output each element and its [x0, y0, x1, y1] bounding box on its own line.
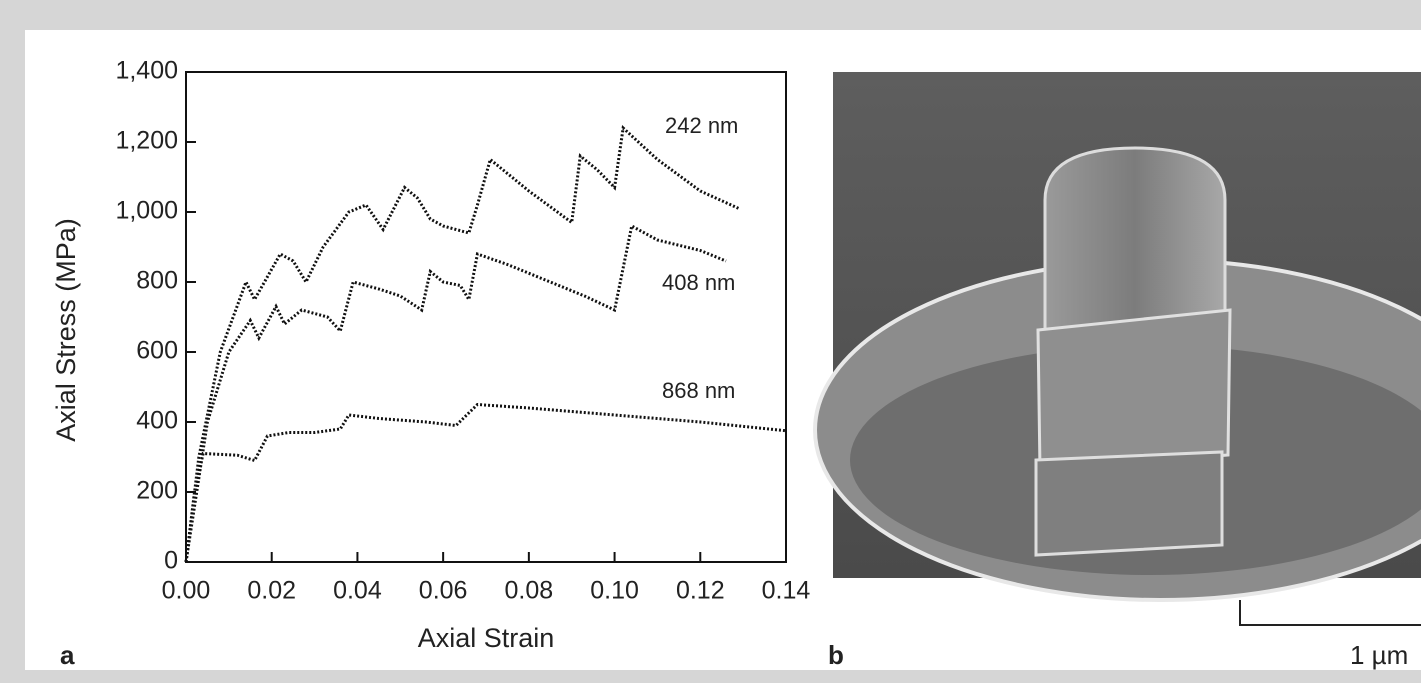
y-tick-label: 600 [136, 337, 178, 365]
y-tick-label: 1,000 [115, 197, 178, 225]
x-tick-label: 0.08 [505, 577, 554, 605]
y-tick-label: 0 [164, 547, 178, 575]
panel-label: b [828, 640, 844, 670]
y-tick-label: 800 [136, 267, 178, 295]
x-tick-label: 0.06 [419, 577, 468, 605]
data-line [184, 124, 740, 563]
y-tick-label: 1,400 [115, 57, 178, 85]
sem-image [813, 72, 1421, 602]
series-label: 868 nm [662, 378, 735, 403]
y-axis-label: Axial Stress (MPa) [51, 218, 81, 442]
data-line [184, 223, 727, 563]
panel-label: a [60, 640, 75, 670]
x-tick-label: 0.02 [247, 577, 296, 605]
series-label: 408 nm [662, 270, 735, 295]
scale-bar [1239, 600, 1421, 626]
series-label: 242 nm [665, 113, 738, 138]
x-tick-label: 0.00 [162, 577, 211, 605]
y-tick-label: 1,200 [115, 127, 178, 155]
x-tick-label: 0.10 [590, 577, 639, 605]
x-tick-label: 0.12 [676, 577, 725, 605]
x-tick-label: 0.04 [333, 577, 382, 605]
y-tick-label: 200 [136, 477, 178, 505]
plot-frame [185, 71, 787, 563]
x-tick-label: 0.14 [762, 577, 811, 605]
x-axis-label: Axial Strain [418, 623, 555, 653]
scale-bar-label: 1 µm [1350, 640, 1408, 670]
y-tick-label: 400 [136, 407, 178, 435]
